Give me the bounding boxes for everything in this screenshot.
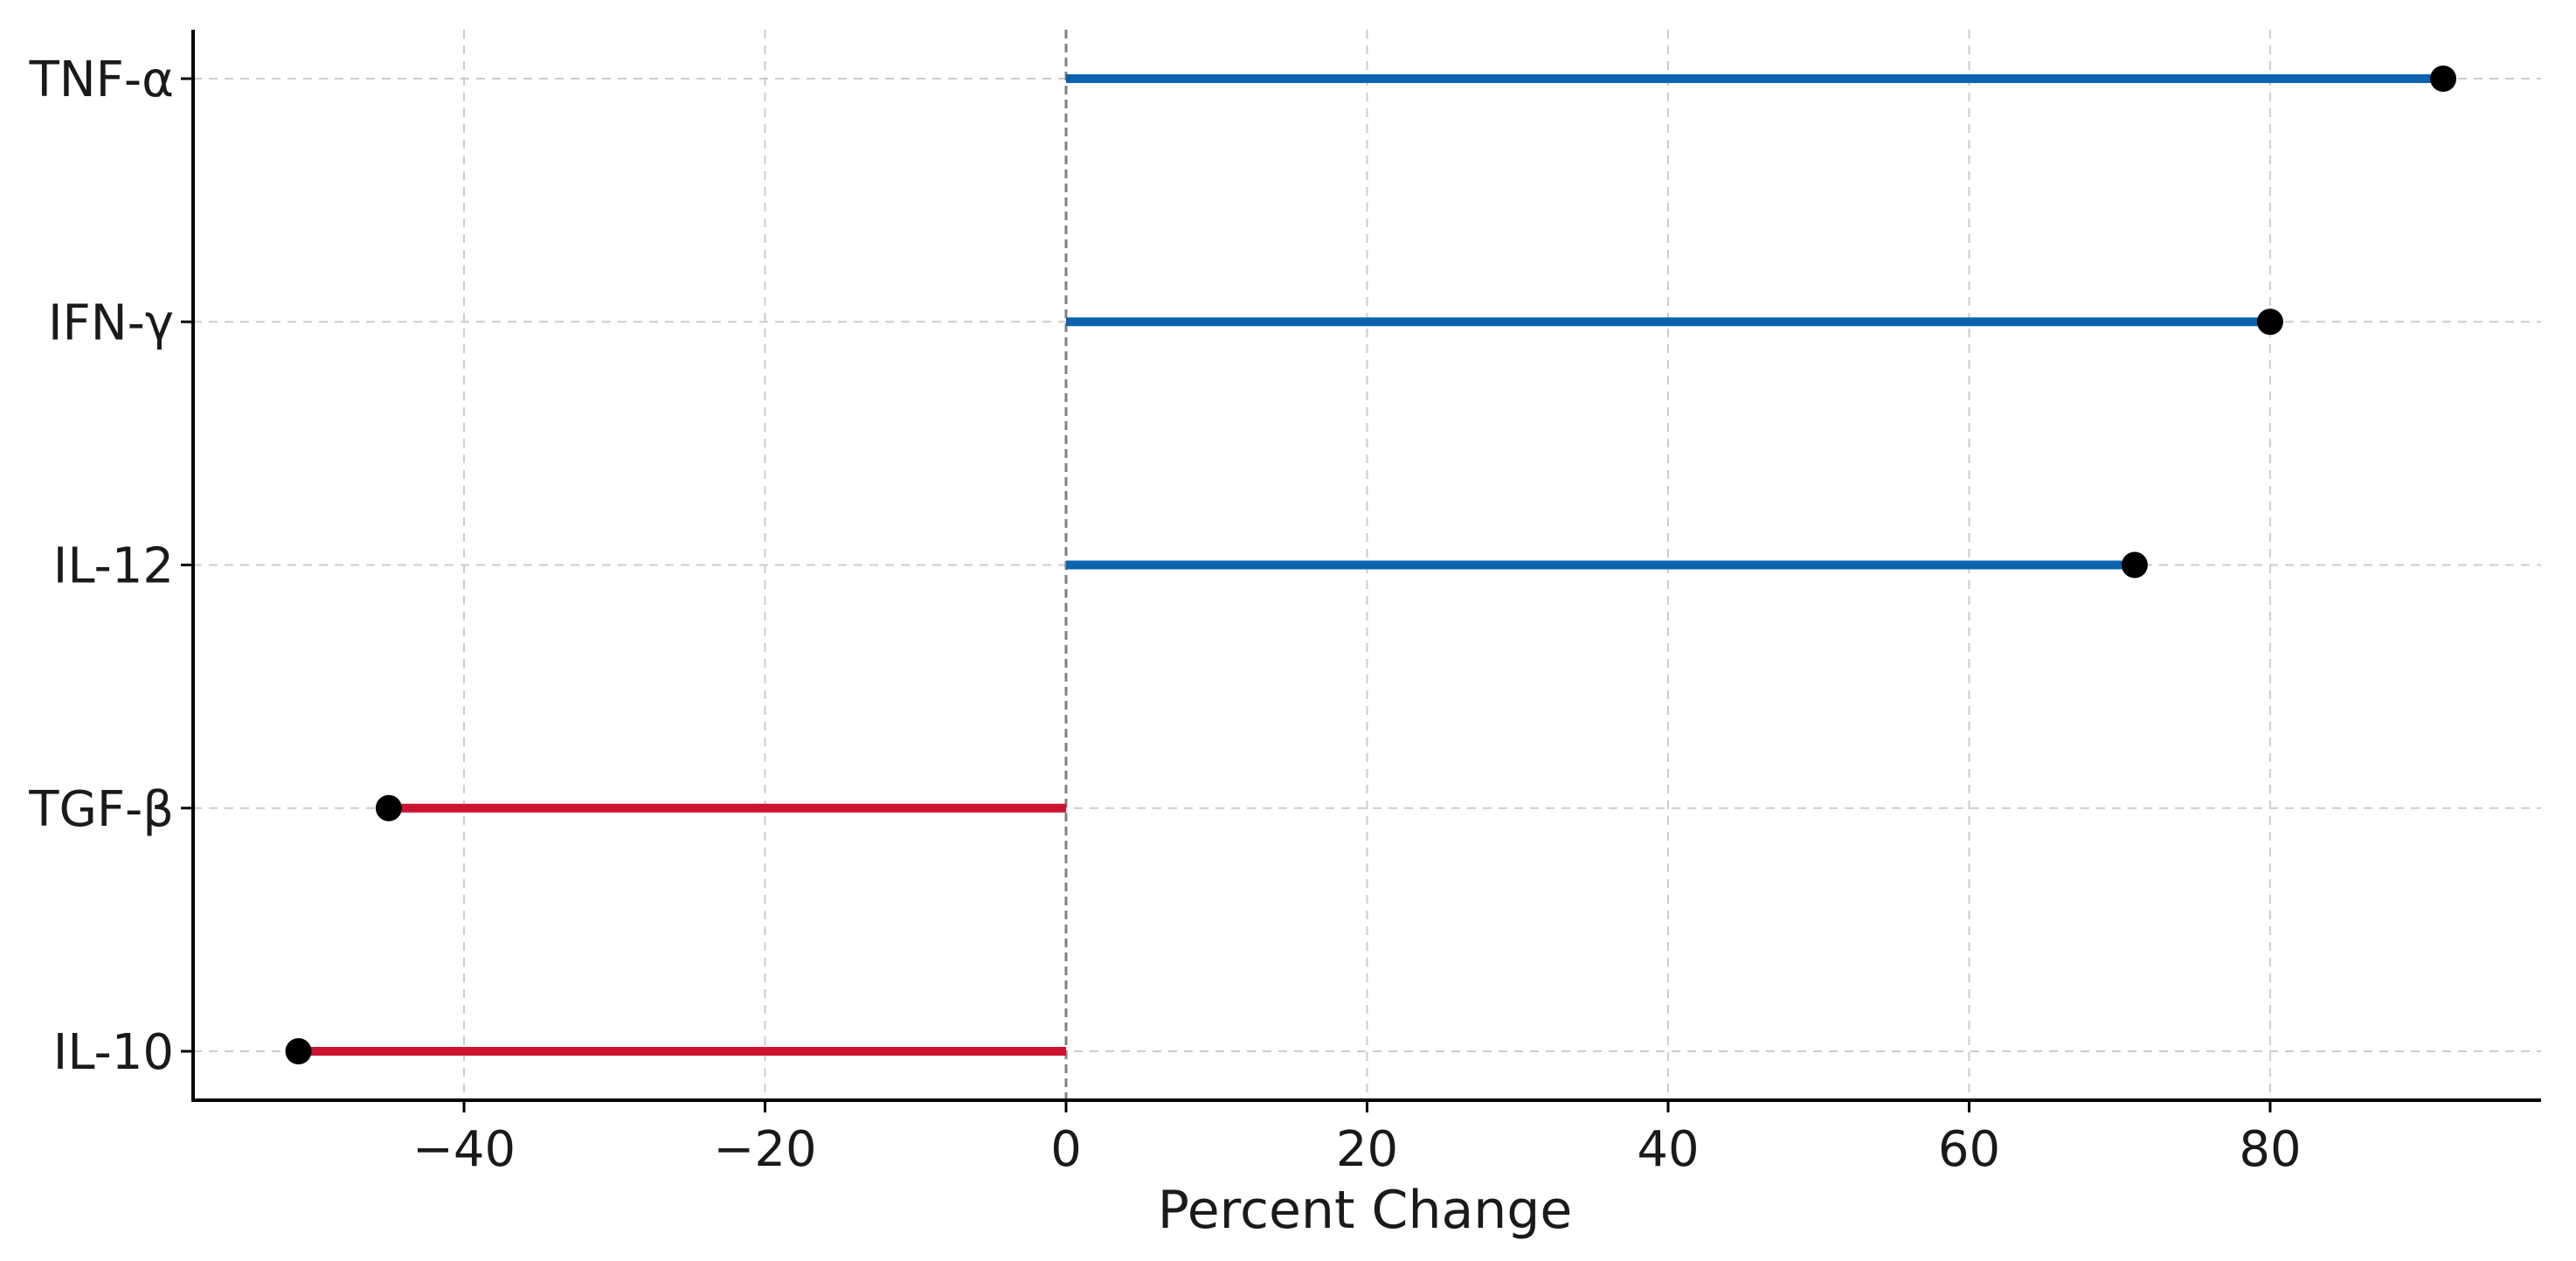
y-tick-label: IL-10 <box>53 1024 174 1081</box>
lollipop-marker <box>375 794 402 821</box>
y-tick-label: TNF-α <box>29 52 174 108</box>
x-tick-label: 40 <box>1637 1121 1699 1178</box>
axis-layer <box>181 30 2541 1112</box>
stem-layer <box>298 74 2444 1056</box>
x-tick-label: 0 <box>1050 1121 1082 1178</box>
label-layer: −40 −20 0 20 40 60 80 TNF-α IFN-γ IL-12 TGF-β IL-10 <box>28 52 2301 1178</box>
lollipop-marker <box>2121 551 2148 579</box>
lollipop-marker <box>285 1038 312 1064</box>
x-tick-label: 20 <box>1336 1121 1398 1178</box>
lollipop-marker <box>2430 66 2457 92</box>
y-tick-label: TGF-β <box>28 781 174 838</box>
x-tick-label: 80 <box>2239 1121 2301 1178</box>
y-tick-label: IFN-γ <box>48 294 174 351</box>
x-axis-title: Percent Change <box>1158 1180 1573 1241</box>
y-tick-label: IL-12 <box>53 538 174 595</box>
x-tick-label: −20 <box>713 1121 816 1178</box>
x-tick-label: −40 <box>412 1121 516 1178</box>
marker-layer <box>285 66 2457 1064</box>
x-tick-label: 60 <box>1938 1121 2000 1178</box>
lollipop-marker <box>2256 308 2283 336</box>
